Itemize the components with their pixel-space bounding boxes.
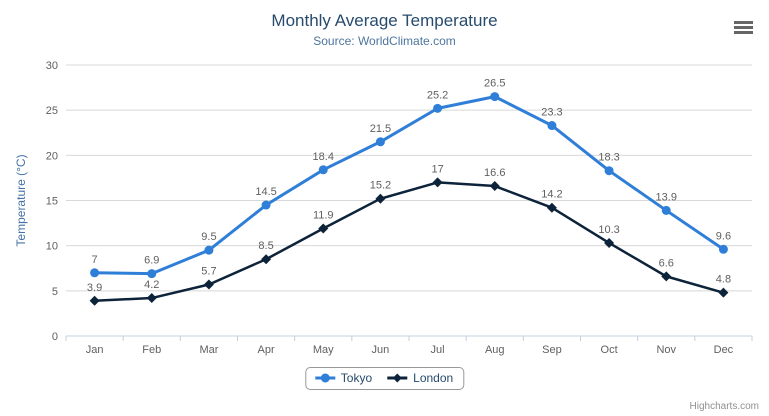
x-axis-label: Jan [86,344,104,356]
y-axis-label: 30 [46,60,58,72]
data-label: 9.5 [201,231,216,243]
y-axis-label: 5 [52,286,58,298]
legend-label: London [413,371,454,385]
data-label: 25.2 [427,89,448,101]
legend: Tokyo London [304,367,465,390]
data-label: 17 [431,163,443,175]
y-axis-label: 10 [46,241,58,253]
chart-subtitle: Source: WorldClimate.com [313,34,456,48]
y-axis-label: 0 [52,331,58,343]
y-axis-label: 25 [46,105,58,117]
y-axis-label: 15 [46,196,58,208]
x-axis-label: Jun [372,344,390,356]
data-point-marker[interactable] [318,165,328,175]
data-label: 18.3 [598,152,619,164]
data-point-marker[interactable] [89,295,100,306]
data-point-marker[interactable] [146,293,157,304]
x-axis-label: Sep [542,344,562,356]
data-label: 23.3 [541,107,562,119]
legend-marker-icon [387,373,408,383]
data-label: 15.2 [370,180,391,192]
data-label: 9.6 [716,230,731,242]
hamburger-bar [734,31,753,34]
data-point-marker[interactable] [661,271,672,282]
data-point-marker[interactable] [432,177,443,188]
y-axis-title: Temperature (°C) [14,154,28,246]
legend-label: Tokyo [340,371,373,385]
data-point-marker[interactable] [547,121,557,131]
data-label: 13.9 [656,191,677,203]
data-point-marker[interactable] [204,245,214,255]
data-label: 6.9 [144,255,159,267]
legend-item-london[interactable]: London [386,371,453,385]
data-point-marker[interactable] [90,268,100,278]
data-label: 6.6 [659,257,674,269]
data-label: 16.6 [484,167,505,179]
x-axis-label: Feb [142,344,161,356]
data-point-marker[interactable] [261,200,271,210]
x-axis-label: May [313,344,334,356]
series-line [93,181,725,303]
y-axis-label: 20 [46,150,58,162]
x-axis-label: Nov [656,344,676,356]
data-point-marker[interactable] [490,92,500,102]
data-label: 8.5 [258,240,273,252]
data-point-marker[interactable] [604,166,614,176]
data-label: 10.3 [598,224,619,236]
data-point-marker[interactable] [546,202,557,213]
data-point-marker[interactable] [604,237,615,248]
data-point-marker[interactable] [261,254,272,265]
data-label: 4.2 [144,279,159,291]
legend-item-tokyo[interactable]: Tokyo [314,371,372,385]
data-label: 26.5 [484,78,505,90]
legend-marker-icon [314,373,335,383]
x-axis-label: Oct [601,344,618,356]
data-label: 14.5 [255,186,276,198]
data-label: 4.8 [716,274,731,286]
x-axis-label: Apr [258,344,275,356]
data-label: 3.9 [87,282,102,294]
data-point-marker[interactable] [147,269,157,279]
x-axis-label: Jul [431,344,445,356]
series-tokyo: 7 6.9 9.5 14.5 18.4 21.5 25.2 26.5 23.3 18.3 13.9 9… [90,78,731,279]
credits-link[interactable]: Highcharts.com [689,401,759,412]
data-label: 11.9 [313,210,334,222]
data-point-marker[interactable] [661,205,671,215]
data-point-marker[interactable] [318,223,329,234]
x-axis-label: Dec [714,344,734,356]
data-label: 18.4 [313,151,334,163]
data-point-marker[interactable] [375,193,386,204]
hamburger-icon[interactable] [734,21,753,34]
data-label: 7 [92,254,98,266]
x-axis-label: Aug [485,344,505,356]
data-point-marker[interactable] [433,103,443,113]
hamburger-bar [734,21,753,24]
data-point-marker[interactable] [718,287,729,298]
data-label: 14.2 [541,189,562,201]
data-label: 5.7 [201,266,216,278]
data-point-marker[interactable] [375,137,385,147]
chart-title: Monthly Average Temperature [271,11,498,30]
series-line [93,95,725,276]
x-axis-label: Mar [199,344,218,356]
data-label: 21.5 [370,123,391,135]
series-london: 3.9 4.2 5.7 8.5 11.9 15.2 17 16.6 14.2 10.3 6.6 4.8 [87,163,731,306]
hamburger-bar [734,26,753,29]
data-point-marker[interactable] [203,279,214,290]
data-point-marker[interactable] [718,244,728,254]
data-point-marker[interactable] [489,181,500,192]
